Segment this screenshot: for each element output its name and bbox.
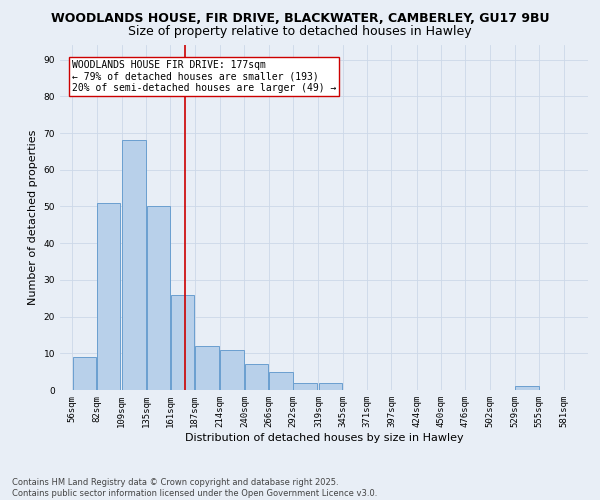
Bar <box>293 382 317 390</box>
Bar <box>122 140 146 390</box>
Text: WOODLANDS HOUSE FIR DRIVE: 177sqm
← 79% of detached houses are smaller (193)
20%: WOODLANDS HOUSE FIR DRIVE: 177sqm ← 79% … <box>72 60 337 93</box>
Bar <box>220 350 244 390</box>
Bar <box>269 372 293 390</box>
Bar <box>97 203 121 390</box>
Bar <box>319 382 343 390</box>
Text: Size of property relative to detached houses in Hawley: Size of property relative to detached ho… <box>128 25 472 38</box>
Bar <box>171 294 194 390</box>
Bar <box>195 346 219 390</box>
Bar <box>146 206 170 390</box>
Text: WOODLANDS HOUSE, FIR DRIVE, BLACKWATER, CAMBERLEY, GU17 9BU: WOODLANDS HOUSE, FIR DRIVE, BLACKWATER, … <box>51 12 549 26</box>
Y-axis label: Number of detached properties: Number of detached properties <box>28 130 38 305</box>
Text: Contains HM Land Registry data © Crown copyright and database right 2025.
Contai: Contains HM Land Registry data © Crown c… <box>12 478 377 498</box>
Bar <box>73 357 96 390</box>
X-axis label: Distribution of detached houses by size in Hawley: Distribution of detached houses by size … <box>185 432 463 442</box>
Bar <box>515 386 539 390</box>
Bar <box>245 364 268 390</box>
